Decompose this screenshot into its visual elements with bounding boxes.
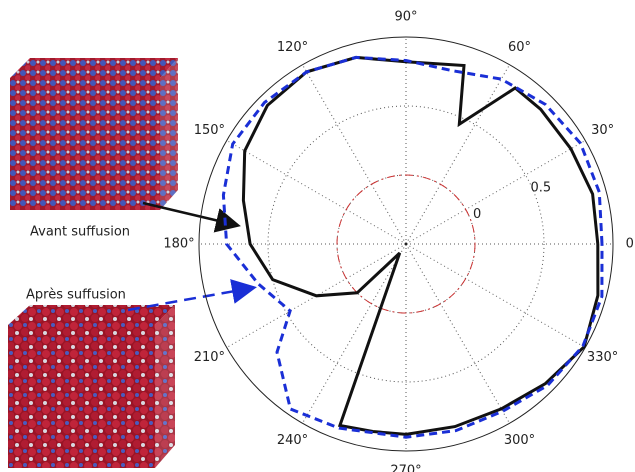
theta-tick-label: 270° (390, 464, 421, 472)
theta-tick-label: 300° (504, 433, 535, 448)
grid-line (303, 65, 407, 244)
cube-before (10, 58, 178, 210)
annotation: Après suffusion (26, 288, 126, 303)
grid-line (406, 244, 510, 423)
theta-tick-label: 120° (277, 40, 308, 55)
theta-tick-label: 240° (277, 433, 308, 448)
theta-tick-label: 30° (591, 123, 614, 138)
theta-tick-label: 180° (163, 237, 194, 252)
grid-line (406, 244, 585, 348)
arrow (143, 203, 236, 225)
grid-line (406, 141, 585, 245)
annotation: Avant suffusion (30, 225, 130, 240)
theta-tick-label: 60° (508, 40, 531, 55)
series-line (243, 57, 598, 434)
r-tick-label: 0.5 (531, 181, 552, 196)
cube-after (8, 305, 175, 468)
grid-line (303, 244, 407, 423)
theta-tick-label: 90° (394, 10, 417, 25)
theta-tick-label: 150° (194, 123, 225, 138)
center (405, 243, 408, 246)
theta-tick-label: 0° (626, 237, 635, 252)
chart: Avant suffusion Après suffusion 0° 30° 60°… (0, 0, 635, 472)
grid-line (227, 141, 406, 245)
theta-tick-label: 210° (194, 350, 225, 365)
grid-line (406, 65, 510, 244)
r-tick-label: 0 (473, 207, 481, 222)
theta-tick-label: 330° (587, 350, 618, 365)
